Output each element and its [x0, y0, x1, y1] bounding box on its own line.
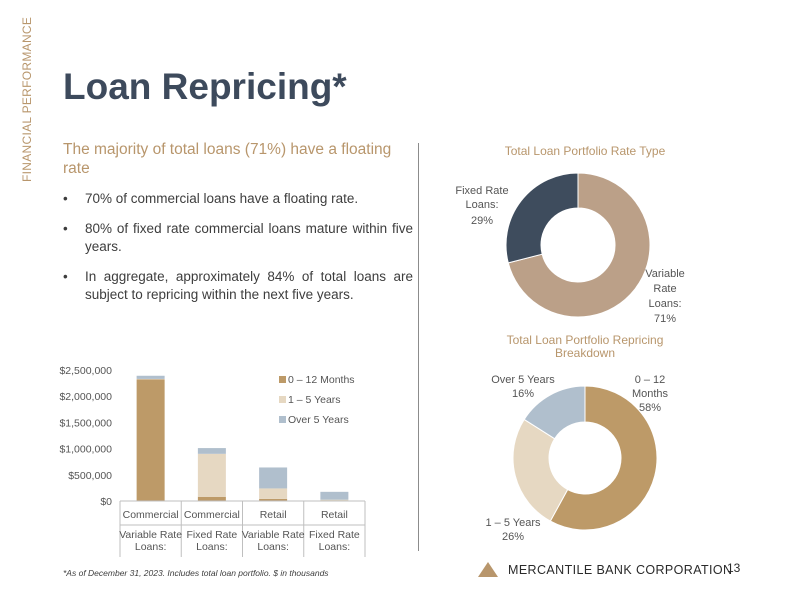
stacked-bar-chart: $0 $500,000 $1,000,000 $1,500,000 $2,000,000…: [59, 365, 366, 557]
bar-segment: [259, 498, 288, 501]
bar-segment: [320, 491, 349, 500]
bar-segment: [136, 378, 165, 380]
legend-swatch: [279, 376, 286, 383]
page-title: Loan Repricing*: [63, 66, 347, 107]
x-category-label: Retail: [321, 509, 348, 521]
slice-label: Loans:: [465, 199, 498, 211]
company-logo: MERCANTILE BANK CORPORATION: [478, 562, 732, 577]
x-subcategory-label: Loans:: [257, 541, 289, 553]
chart-title: Total Loan Portfolio Repricing: [507, 333, 664, 347]
legend-label: 1 – 5 Years: [288, 394, 341, 406]
slice-label: Months: [632, 388, 669, 400]
slice-label: Rate: [653, 283, 676, 295]
y-tick-label: $0: [100, 496, 112, 508]
bullet-item: • 80% of fixed rate commercial loans matu…: [63, 221, 413, 254]
bullet-item: • In aggregate, approximately 84% of tota…: [63, 269, 413, 302]
slice-value-label: 26%: [502, 531, 524, 543]
footnote: *As of December 31, 2023. Includes total…: [63, 568, 329, 578]
slice-value-label: 58%: [639, 402, 661, 414]
slice-label: 1 – 5 Years: [485, 517, 541, 529]
company-name: MERCANTILE BANK CORPORATION: [508, 562, 733, 577]
donut-slice: [505, 172, 579, 264]
section-label: FINANCIAL PERFORMANCE: [20, 16, 34, 182]
bar-segment: [320, 499, 349, 501]
slice-label: Variable: [645, 268, 685, 280]
legend-swatch: [279, 416, 286, 423]
bar-segment: [136, 375, 165, 379]
slice-label: Fixed Rate: [455, 185, 508, 197]
bullet-text: In aggregate, approximately 84% of total…: [85, 269, 413, 302]
x-category-label: Commercial: [123, 509, 179, 521]
chart-title: Total Loan Portfolio Rate Type: [505, 144, 666, 158]
x-subcategory-label: Loans:: [196, 541, 228, 553]
slice-value-label: 16%: [512, 388, 534, 400]
slice-label: Over 5 Years: [491, 374, 555, 386]
bar-segment: [197, 453, 226, 497]
bullet-list: • 70% of commercial loans have a floating…: [63, 190, 413, 316]
vertical-divider: [418, 143, 419, 551]
x-category-label: Commercial: [184, 509, 240, 521]
slice-label: Loans:: [648, 298, 681, 310]
bar-segment: [197, 448, 226, 454]
x-subcategory-label: Fixed Rate: [186, 529, 237, 541]
x-subcategory-label: Loans:: [319, 541, 351, 553]
logo-triangle-icon: [478, 562, 498, 577]
donut-slice: [512, 418, 569, 522]
legend-swatch: [279, 396, 286, 403]
bullet-text: 80% of fixed rate commercial loans matur…: [85, 221, 413, 254]
slice-value-label: 29%: [471, 215, 493, 227]
x-subcategory-label: Fixed Rate: [309, 529, 360, 541]
y-tick-label: $1,500,000: [59, 417, 112, 429]
page-number: 13: [727, 561, 741, 575]
slice-value-label: 71%: [654, 313, 676, 325]
bar-segment: [259, 467, 288, 489]
bar-segment: [136, 379, 165, 501]
donut-slice: [549, 385, 658, 531]
slice-label: 0 – 12: [635, 374, 666, 386]
donut-slice: [507, 172, 651, 318]
legend-label: Over 5 Years: [288, 414, 349, 426]
y-tick-label: $2,500,000: [59, 365, 112, 377]
x-subcategory-label: Variable Rate: [119, 529, 182, 541]
y-tick-label: $2,000,000: [59, 391, 112, 403]
bullet-text: 70% of commercial loans have a floating …: [85, 191, 359, 206]
rate-type-donut-chart: Total Loan Portfolio Rate Type Variable Ra…: [455, 144, 685, 325]
bar-segment: [197, 496, 226, 501]
donut-slice: [523, 385, 586, 440]
bar-segment: [259, 488, 288, 499]
legend-label: 0 – 12 Months: [288, 374, 355, 386]
summary-subtitle: The majority of total loans (71%) have a…: [63, 141, 392, 177]
x-subcategory-label: Loans:: [135, 541, 167, 553]
x-subcategory-label: Variable Rate: [242, 529, 305, 541]
chart-title: Breakdown: [555, 346, 615, 360]
y-tick-label: $1,000,000: [59, 444, 112, 456]
x-category-label: Retail: [260, 509, 287, 521]
bullet-item: • 70% of commercial loans have a floating…: [63, 191, 359, 206]
y-tick-label: $500,000: [68, 470, 112, 482]
